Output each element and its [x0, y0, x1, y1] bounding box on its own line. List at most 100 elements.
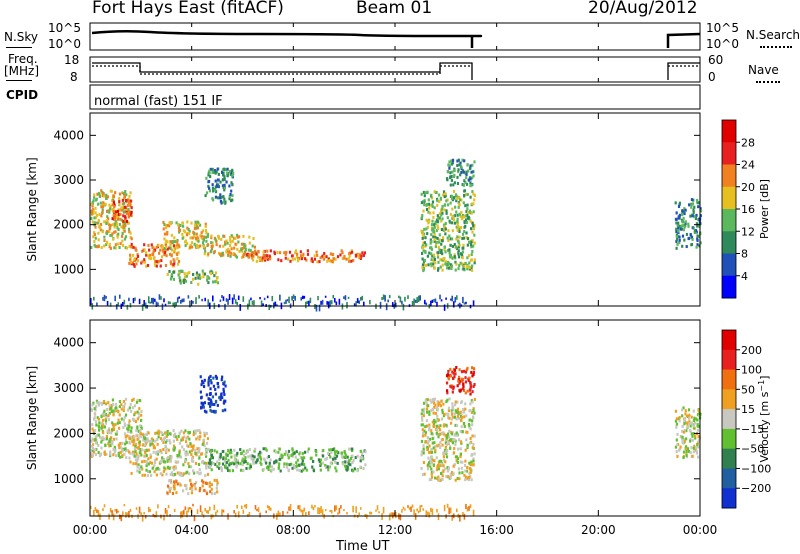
scatter-mark-8 — [468, 240, 471, 244]
scatter-mark-2 — [173, 487, 176, 491]
scatter-mark-8 — [429, 211, 432, 215]
scatter-mark-5 — [421, 428, 424, 432]
scatter-mark-8 — [455, 196, 459, 200]
ground-scatter-mark — [233, 294, 235, 300]
scatter-mark-5 — [452, 408, 455, 412]
scatter-mark-4 — [266, 456, 269, 460]
scatter-mark-0 — [134, 443, 137, 447]
scatter-mark-0 — [115, 454, 118, 458]
scatter-mark-3 — [199, 234, 202, 238]
scatter-mark-8 — [462, 236, 466, 240]
scatter-mark-5 — [211, 186, 215, 190]
ground-scatter-mark — [288, 296, 290, 304]
scatter-mark-5 — [422, 460, 426, 464]
scatter-mark-8 — [426, 190, 429, 194]
scatter-mark-5 — [430, 447, 433, 451]
scatter-mark-8 — [469, 219, 472, 223]
scatter-mark-6 — [457, 375, 461, 379]
ground-scatter-mark — [364, 513, 367, 517]
scatter-mark-2 — [131, 253, 135, 257]
scatter-mark-6 — [445, 381, 449, 385]
scatter-mark-0 — [102, 201, 105, 205]
ground-scatter-mark — [359, 297, 362, 301]
scatter-mark-7 — [294, 251, 297, 255]
scatter-mark-1 — [145, 432, 148, 436]
scatter-mark-4 — [277, 466, 280, 470]
scatter-mark-10 — [675, 227, 678, 231]
scatter-mark-1 — [176, 460, 180, 464]
scatter-mark-5 — [465, 469, 469, 473]
scatter-mark-5 — [229, 172, 232, 176]
ground-scatter-mark — [262, 303, 264, 306]
scatter-mark-4 — [278, 447, 281, 451]
scatter-mark-6 — [451, 370, 454, 374]
scatter-mark-10 — [675, 246, 678, 250]
scatter-mark-2 — [136, 253, 139, 257]
scatter-mark-5 — [230, 181, 233, 185]
scatter-mark-5 — [207, 173, 210, 177]
scatter-mark-5 — [444, 450, 447, 454]
scatter-mark-1 — [172, 473, 176, 477]
x-tick-label: 00:00 — [683, 523, 718, 537]
scatter-mark-5 — [226, 174, 229, 178]
scatter-mark-4 — [198, 273, 201, 277]
scatter-mark-4 — [286, 453, 289, 457]
scatter-mark-0 — [117, 228, 120, 232]
scatter-mark-7 — [682, 456, 685, 460]
scatter-mark-5 — [472, 463, 475, 467]
scatter-mark-9 — [465, 172, 468, 176]
ground-scatter-mark — [118, 294, 121, 299]
scatter-mark-0 — [130, 214, 133, 218]
scatter-mark-0 — [139, 428, 142, 432]
scatter-mark-0 — [123, 423, 127, 427]
ground-scatter-mark — [201, 511, 203, 516]
ground-scatter-mark — [192, 300, 194, 304]
scatter-mark-1 — [187, 462, 190, 466]
scatter-mark-5 — [428, 444, 431, 448]
scatter-mark-0 — [101, 210, 104, 214]
scatter-mark-0 — [107, 414, 110, 418]
ground-scatter-mark — [90, 298, 92, 306]
scatter-mark-10 — [678, 213, 682, 217]
scatter-mark-0 — [103, 239, 106, 243]
scatter-mark-6 — [230, 247, 233, 251]
ground-scatter-mark — [431, 508, 434, 516]
scatter-mark-8 — [429, 241, 432, 245]
ground-scatter-mark — [401, 509, 403, 513]
scatter-mark-8 — [463, 221, 466, 225]
scatter-mark-9 — [450, 178, 453, 182]
scatter-mark-1 — [186, 444, 189, 448]
scatter-mark-8 — [437, 216, 440, 220]
scatter-mark-0 — [91, 403, 94, 407]
ground-scatter-mark — [309, 297, 312, 304]
scatter-mark-0 — [103, 425, 107, 429]
scatter-mark-5 — [464, 402, 467, 406]
scatter-mark-8 — [466, 207, 469, 211]
ground-scatter-mark — [161, 303, 164, 311]
scatter-mark-5 — [468, 423, 471, 427]
scatter-mark-1 — [203, 434, 206, 438]
scatter-mark-8 — [437, 245, 440, 249]
scatter-mark-3 — [164, 225, 167, 229]
scatter-mark-4 — [215, 279, 218, 283]
scatter-mark-2 — [208, 481, 212, 485]
ground-scatter-mark — [437, 513, 440, 521]
scatter-mark-8 — [441, 207, 444, 211]
scatter-mark-0 — [113, 225, 116, 229]
scatter-mark-0 — [115, 213, 118, 217]
scatter-mark-6 — [457, 378, 460, 382]
scatter-mark-1 — [155, 467, 158, 471]
ground-scatter-mark — [468, 505, 470, 511]
scatter-mark-1 — [199, 471, 202, 475]
scatter-mark-4 — [179, 281, 182, 285]
scatter-mark-7 — [676, 454, 679, 458]
scatter-mark-6 — [249, 248, 252, 252]
ground-scatter-mark — [253, 300, 255, 306]
scatter-mark-7 — [288, 250, 292, 254]
scatter-mark-10 — [690, 203, 693, 207]
scatter-mark-8 — [462, 246, 465, 250]
scatter-mark-2 — [160, 244, 163, 248]
scatter-mark-1 — [157, 429, 160, 433]
scatter-mark-7 — [313, 257, 317, 261]
scatter-mark-4 — [327, 468, 330, 472]
